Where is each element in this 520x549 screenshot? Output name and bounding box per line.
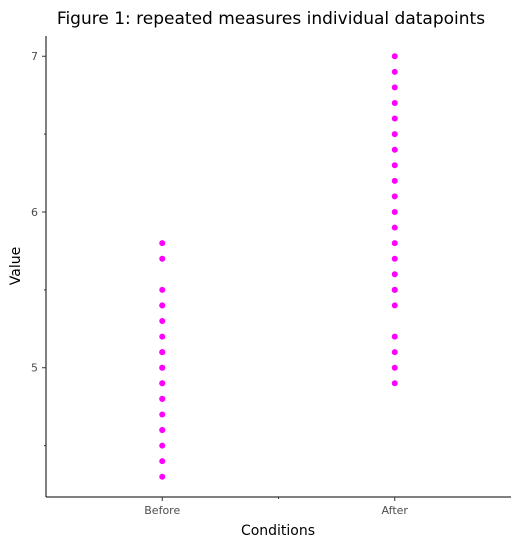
- y-tick-label: 6: [31, 206, 38, 219]
- y-axis-ticks: 5 6 7: [31, 50, 46, 447]
- y-axis-label: Value: [8, 247, 24, 285]
- data-point: [391, 53, 398, 60]
- data-point: [159, 458, 166, 465]
- data-point: [391, 193, 398, 200]
- data-point: [391, 68, 398, 75]
- data-point: [391, 84, 398, 91]
- x-tick-label: Before: [144, 504, 180, 517]
- y-tick-label: 5: [31, 362, 38, 375]
- data-points: [159, 53, 398, 480]
- data-point: [391, 224, 398, 231]
- data-point: [159, 473, 166, 480]
- data-point: [159, 318, 166, 325]
- data-point: [391, 286, 398, 293]
- data-point: [159, 333, 166, 340]
- y-tick-label: 7: [31, 50, 38, 63]
- data-point: [391, 240, 398, 247]
- data-point: [391, 271, 398, 278]
- data-point: [159, 302, 166, 309]
- data-point: [159, 411, 166, 418]
- data-point: [159, 255, 166, 262]
- data-point: [159, 442, 166, 449]
- data-point: [159, 240, 166, 247]
- data-point: [391, 162, 398, 169]
- plot-area: 5 6 7 Before After: [31, 36, 511, 517]
- x-axis-label: Conditions: [241, 523, 315, 539]
- data-point: [159, 427, 166, 434]
- data-point: [391, 380, 398, 387]
- data-point: [391, 255, 398, 262]
- data-point: [159, 349, 166, 356]
- data-point: [391, 333, 398, 340]
- data-point: [391, 364, 398, 371]
- x-axis-ticks: Before After: [144, 497, 408, 517]
- data-point: [391, 349, 398, 356]
- data-point: [159, 364, 166, 371]
- data-point: [159, 380, 166, 387]
- data-point: [391, 208, 398, 215]
- data-point: [159, 395, 166, 402]
- x-tick-label: After: [382, 504, 409, 517]
- data-point: [391, 302, 398, 309]
- data-point: [391, 99, 398, 106]
- data-point: [159, 286, 166, 293]
- data-point: [391, 146, 398, 153]
- data-point: [391, 177, 398, 184]
- data-point: [391, 115, 398, 122]
- data-point: [391, 131, 398, 138]
- chart-title: Figure 1: repeated measures individual d…: [57, 9, 485, 29]
